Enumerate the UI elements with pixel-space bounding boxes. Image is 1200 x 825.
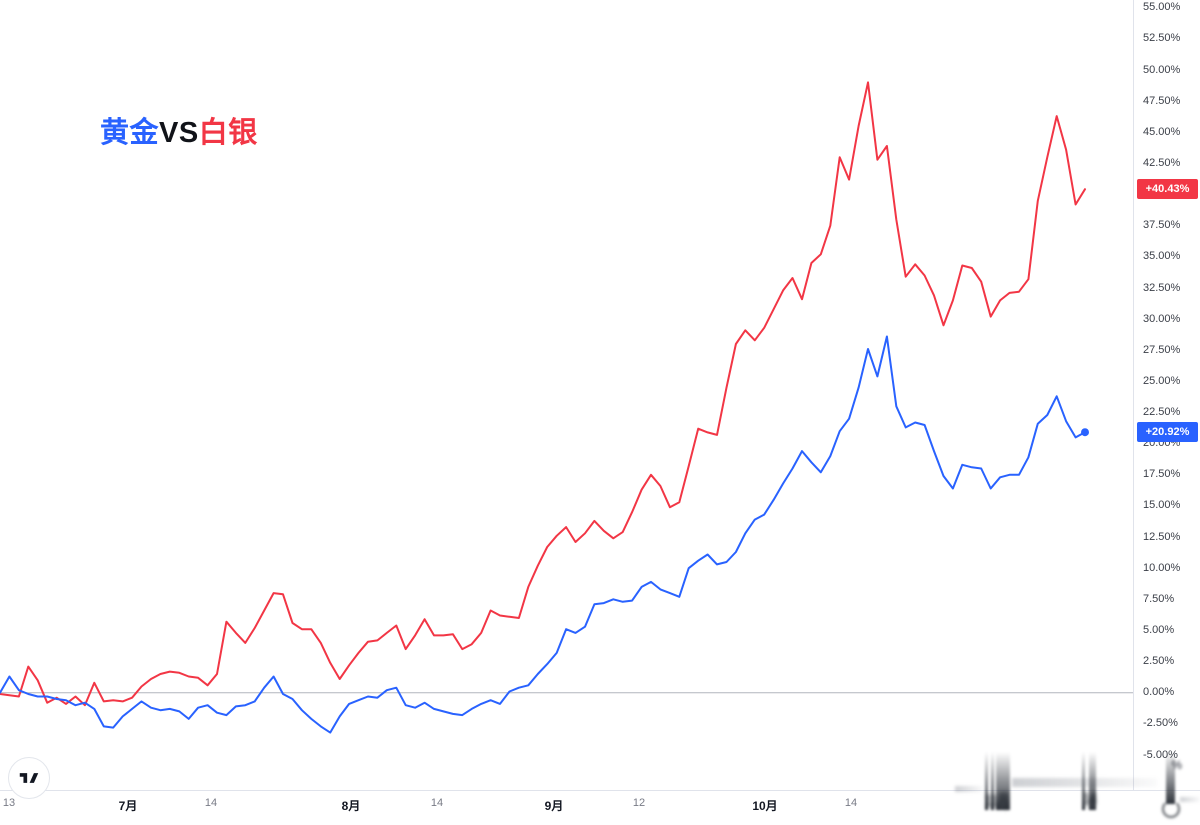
last-value-badge: +40.43% bbox=[1137, 179, 1198, 200]
price-axis-label: 7.50% bbox=[1143, 592, 1175, 605]
price-axis-label: 45.00% bbox=[1143, 125, 1181, 138]
smudge-band bbox=[955, 786, 983, 792]
last-value-badge: +20.92% bbox=[1137, 422, 1198, 443]
price-axis[interactable]: 55.00%52.50%50.00%47.50%45.00%42.50%40.0… bbox=[1133, 0, 1200, 790]
price-axis-label: 50.00% bbox=[1143, 63, 1181, 76]
time-axis-label: 10月 bbox=[752, 799, 778, 813]
chart-title: 黄金VS白银 bbox=[100, 109, 258, 151]
price-axis-label: 2.50% bbox=[1143, 655, 1175, 668]
percent-scale-toggle[interactable]: % bbox=[1158, 752, 1184, 822]
smudge-streak bbox=[991, 752, 994, 810]
price-axis-label: 27.50% bbox=[1143, 343, 1181, 356]
time-axis[interactable]: 13 7月 14 8月 14 9月 12 10月 14 bbox=[0, 790, 1200, 825]
smudged-month-label: 11月 bbox=[985, 791, 1010, 811]
price-axis-label: -2.50% bbox=[1143, 717, 1178, 730]
price-axis-label: 55.00% bbox=[1143, 1, 1181, 14]
smudge-streak bbox=[1082, 752, 1085, 810]
price-axis-label: 35.00% bbox=[1143, 250, 1181, 263]
time-axis-label: 14 bbox=[844, 797, 858, 809]
price-axis-label: 10.00% bbox=[1143, 561, 1181, 574]
price-axis-label: 0.00% bbox=[1143, 686, 1175, 699]
price-axis-label: 37.50% bbox=[1143, 219, 1181, 232]
chart-plot-area[interactable] bbox=[0, 0, 1133, 790]
chart-title-vs: VS bbox=[159, 117, 199, 149]
line-chart-canvas[interactable] bbox=[0, 0, 1133, 790]
tradingview-logo[interactable] bbox=[8, 757, 50, 799]
smudge-streak bbox=[1089, 752, 1096, 810]
chart-title-gold: 黄金 bbox=[100, 117, 160, 149]
price-axis-label: 32.50% bbox=[1143, 281, 1181, 294]
smudged-day-label: 14 bbox=[1083, 789, 1097, 809]
price-axis-label: 15.00% bbox=[1143, 499, 1181, 512]
smudge-artifact-nov-label: 11月 bbox=[983, 752, 1015, 811]
smudge-circle bbox=[1162, 800, 1180, 818]
time-axis-label: 12 bbox=[632, 797, 646, 809]
price-axis-label: 25.00% bbox=[1143, 374, 1181, 387]
time-axis-label: 14 bbox=[204, 797, 218, 809]
smudge-artifact-day-label: 14 bbox=[1082, 752, 1100, 810]
tradingview-logo-icon bbox=[19, 773, 39, 783]
smudge-streak bbox=[985, 752, 988, 810]
time-axis-label: 7月 bbox=[118, 799, 138, 813]
price-axis-label: 12.50% bbox=[1143, 530, 1181, 543]
time-axis-label: 9月 bbox=[544, 799, 564, 813]
price-axis-label: 5.00% bbox=[1143, 624, 1175, 636]
time-axis-label: 14 bbox=[430, 797, 444, 809]
price-axis-label: 47.50% bbox=[1143, 94, 1181, 107]
smudge-streak bbox=[1166, 752, 1175, 804]
percent-icon: % bbox=[1171, 758, 1182, 772]
chart-title-silver: 白银 bbox=[198, 117, 258, 149]
price-axis-label: 17.50% bbox=[1143, 468, 1181, 481]
smudge-band bbox=[1180, 797, 1200, 802]
smudge-streak bbox=[996, 752, 1010, 810]
price-axis-label: 22.50% bbox=[1143, 406, 1181, 418]
price-axis-label: 52.50% bbox=[1143, 32, 1181, 45]
price-axis-label: 30.00% bbox=[1143, 312, 1181, 325]
time-axis-label: 13 bbox=[2, 797, 16, 809]
time-axis-label: 8月 bbox=[341, 799, 361, 813]
price-axis-label: 42.50% bbox=[1143, 156, 1181, 169]
